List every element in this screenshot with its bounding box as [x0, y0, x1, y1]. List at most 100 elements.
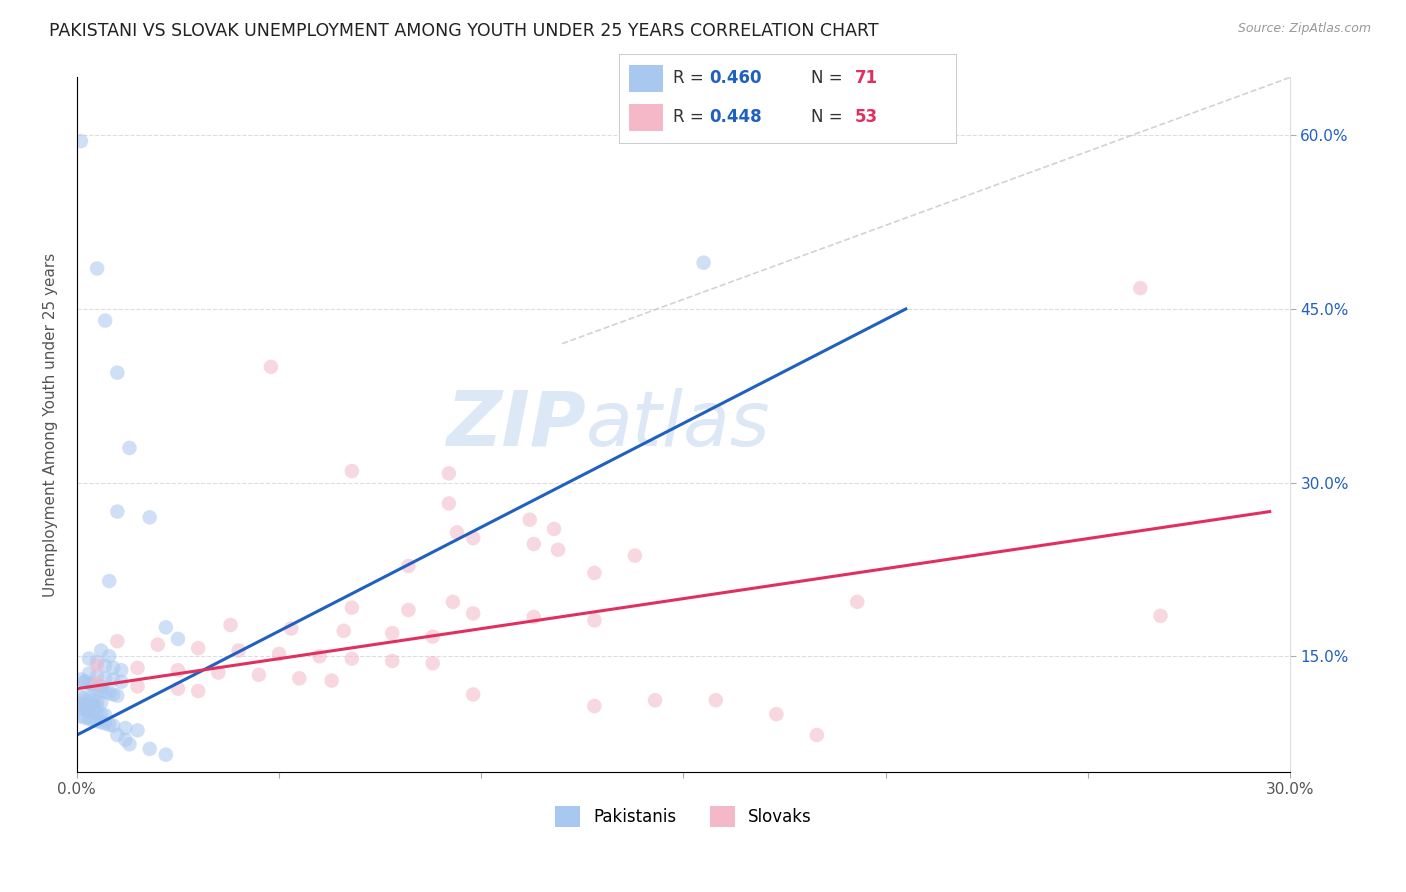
Point — [146, 638, 169, 652]
Point — [138, 510, 160, 524]
Point — [86, 658, 108, 673]
Point — [82, 699, 104, 714]
Point — [98, 574, 121, 588]
Point — [70, 134, 93, 148]
Point — [77, 712, 100, 726]
Point — [90, 696, 112, 710]
Point — [70, 709, 93, 723]
Point — [103, 719, 125, 733]
Point — [90, 643, 112, 657]
Point — [187, 684, 209, 698]
Point — [70, 701, 93, 715]
Point — [127, 679, 149, 693]
Point — [1129, 281, 1152, 295]
Point — [463, 688, 485, 702]
Point — [82, 693, 104, 707]
Point — [73, 690, 96, 705]
Point — [118, 737, 141, 751]
Point — [77, 699, 100, 714]
Point — [94, 716, 117, 731]
Point — [340, 651, 363, 665]
Point — [396, 559, 419, 574]
Point — [77, 692, 100, 706]
Point — [547, 542, 569, 557]
Text: N =: N = — [811, 69, 848, 87]
Point — [155, 620, 177, 634]
Point — [765, 707, 787, 722]
Point — [583, 614, 606, 628]
Point — [332, 624, 354, 638]
Point — [644, 693, 666, 707]
Point — [82, 713, 104, 727]
Point — [94, 658, 117, 673]
Point — [207, 665, 229, 680]
Point — [127, 661, 149, 675]
Point — [267, 647, 290, 661]
Point — [86, 681, 108, 696]
Point — [77, 651, 100, 665]
Point — [86, 261, 108, 276]
Point — [247, 668, 270, 682]
Point — [103, 661, 125, 675]
Point — [98, 717, 121, 731]
Point — [308, 649, 330, 664]
Point — [94, 313, 117, 327]
Text: 0.448: 0.448 — [710, 108, 762, 127]
Point — [381, 654, 404, 668]
Point — [86, 676, 108, 690]
Point — [103, 673, 125, 687]
Point — [114, 732, 136, 747]
Point — [543, 522, 565, 536]
Point — [70, 673, 93, 687]
Point — [288, 671, 311, 685]
Point — [446, 525, 468, 540]
Point — [114, 721, 136, 735]
Point — [110, 674, 132, 689]
Point — [138, 742, 160, 756]
Point — [806, 728, 828, 742]
Point — [187, 641, 209, 656]
Legend: Pakistanis, Slovaks: Pakistanis, Slovaks — [548, 799, 818, 833]
Bar — [628, 104, 662, 131]
Point — [77, 704, 100, 718]
Point — [127, 723, 149, 738]
Point — [90, 684, 112, 698]
Point — [98, 686, 121, 700]
Point — [523, 537, 546, 551]
Text: 53: 53 — [855, 108, 877, 127]
Point — [167, 663, 190, 677]
Text: 71: 71 — [855, 69, 877, 87]
Point — [105, 689, 128, 703]
Point — [155, 747, 177, 762]
Text: 0.460: 0.460 — [710, 69, 762, 87]
Point — [70, 690, 93, 704]
Point — [73, 698, 96, 712]
Point — [422, 630, 444, 644]
Text: R =: R = — [672, 69, 709, 87]
Point — [1149, 608, 1171, 623]
Point — [260, 359, 283, 374]
Point — [167, 681, 190, 696]
Point — [437, 496, 460, 510]
Point — [463, 607, 485, 621]
Text: ZIP: ZIP — [447, 388, 586, 462]
Point — [704, 693, 727, 707]
Point — [105, 366, 128, 380]
Point — [228, 643, 250, 657]
Point — [624, 549, 647, 563]
Y-axis label: Unemployment Among Youth under 25 years: Unemployment Among Youth under 25 years — [44, 252, 58, 597]
Point — [94, 685, 117, 699]
Point — [396, 603, 419, 617]
Point — [118, 441, 141, 455]
Point — [86, 694, 108, 708]
Point — [73, 674, 96, 689]
Point — [86, 669, 108, 683]
Point — [82, 677, 104, 691]
Point — [98, 649, 121, 664]
Point — [846, 595, 869, 609]
Point — [94, 708, 117, 723]
Point — [105, 728, 128, 742]
Point — [86, 700, 108, 714]
Point — [583, 699, 606, 714]
Point — [94, 671, 117, 685]
